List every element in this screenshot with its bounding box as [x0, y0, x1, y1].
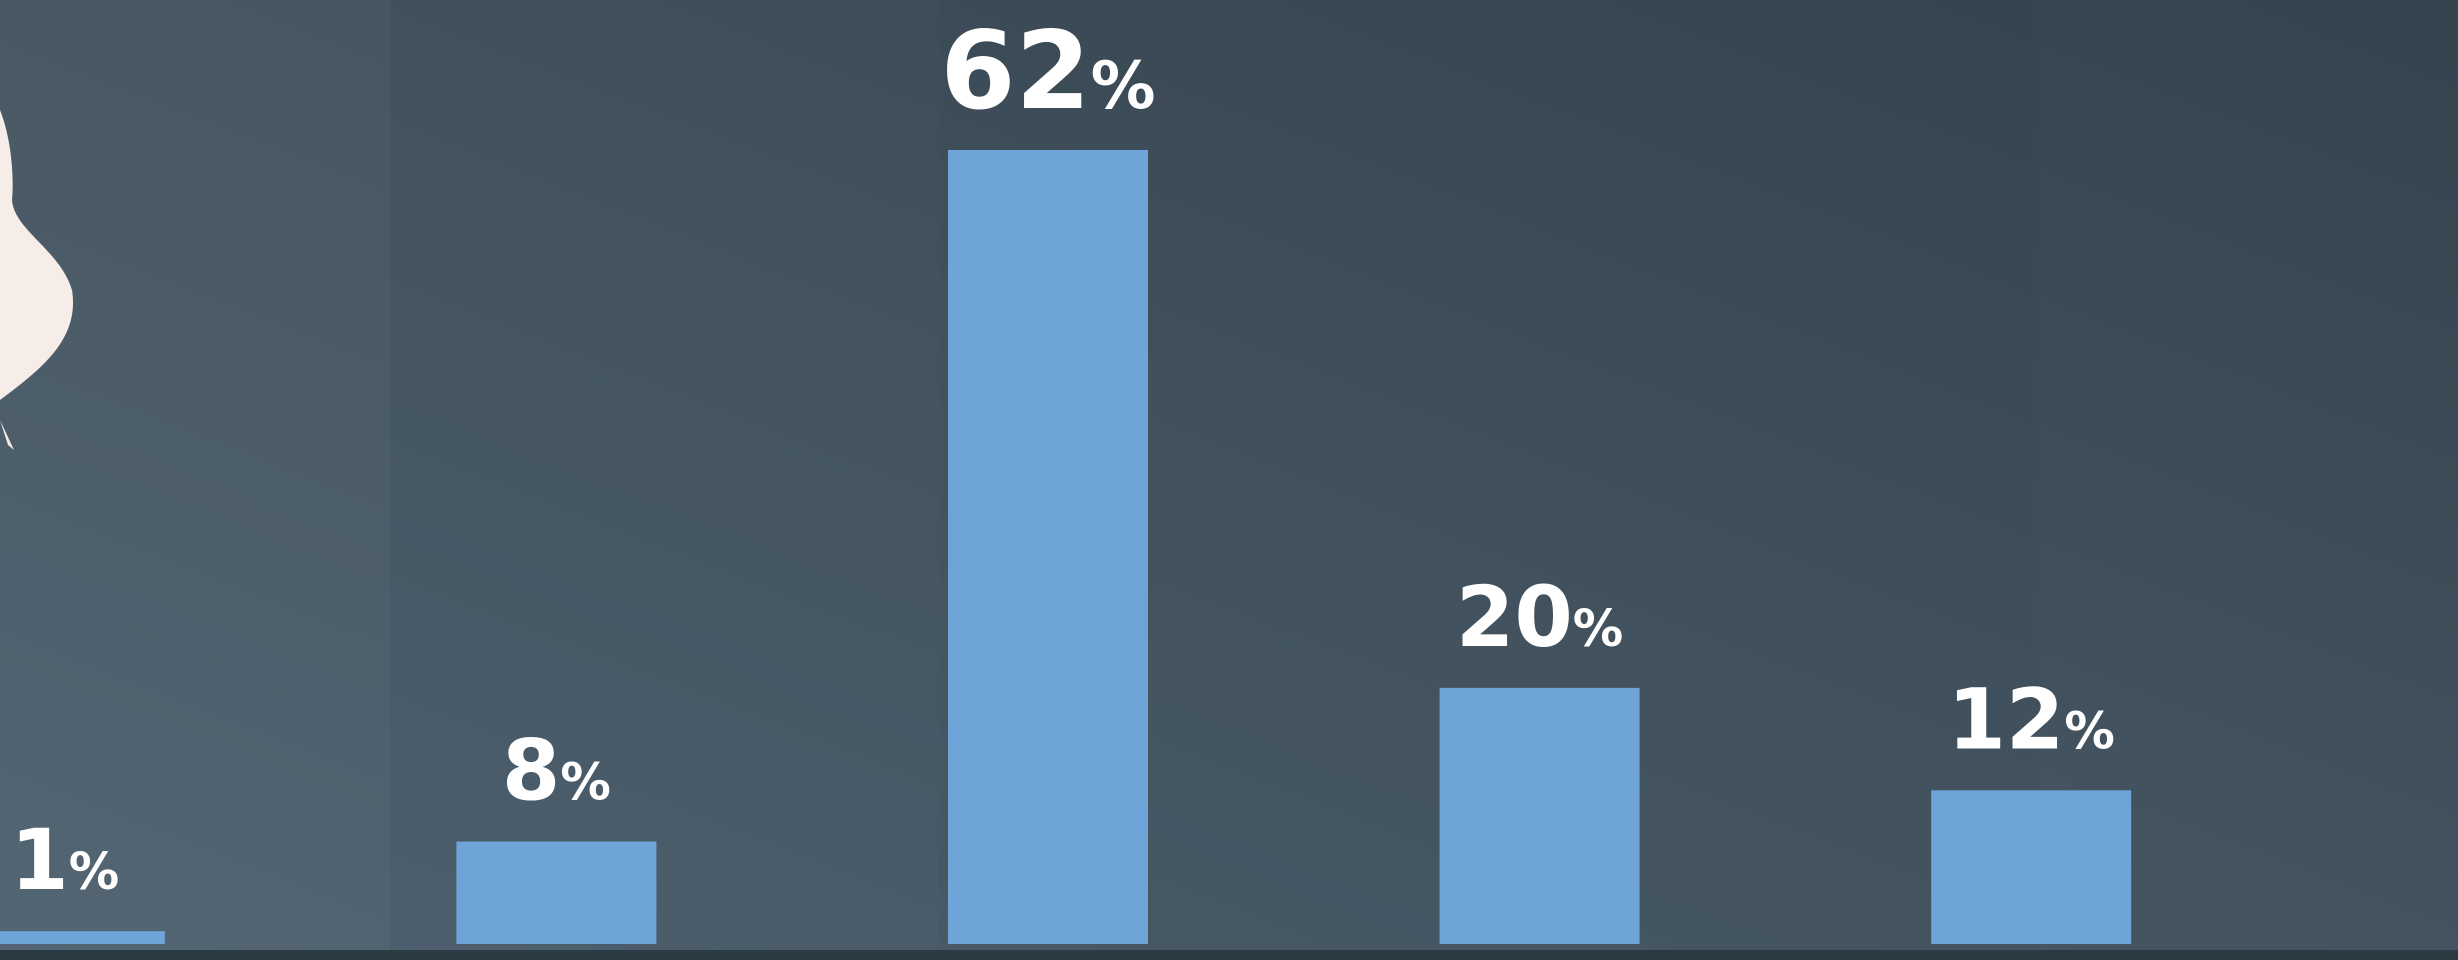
value-label-unit: %: [2064, 701, 2115, 760]
value-label-number: 62: [940, 9, 1090, 134]
bar: [456, 841, 657, 944]
value-label-unit: %: [560, 753, 611, 812]
value-label: 62%: [940, 9, 1155, 134]
panel: [0, 0, 390, 950]
bar: [1439, 687, 1640, 944]
value-label-unit: %: [69, 842, 120, 901]
value-label-number: 8: [502, 722, 560, 820]
value-label: 20%: [1456, 568, 1623, 666]
decorative-blob: [0, 420, 14, 450]
value-label: 12%: [1947, 670, 2114, 768]
value-label-number: 20: [1456, 568, 1573, 666]
decorative-blob: [0, 110, 74, 400]
bar: [948, 150, 1148, 944]
value-label-number: 12: [1947, 670, 2064, 768]
value-label-number: 1: [10, 811, 68, 909]
bottom-strip: [0, 950, 2458, 960]
value-label-unit: %: [1573, 599, 1624, 658]
plot-area: 1%8%62%20%12%: [0, 9, 2132, 944]
bar: [1931, 790, 2132, 944]
bar: [0, 931, 165, 944]
value-label: 1%: [10, 811, 119, 909]
value-label: 8%: [502, 722, 611, 820]
value-label-unit: %: [1091, 49, 1156, 124]
